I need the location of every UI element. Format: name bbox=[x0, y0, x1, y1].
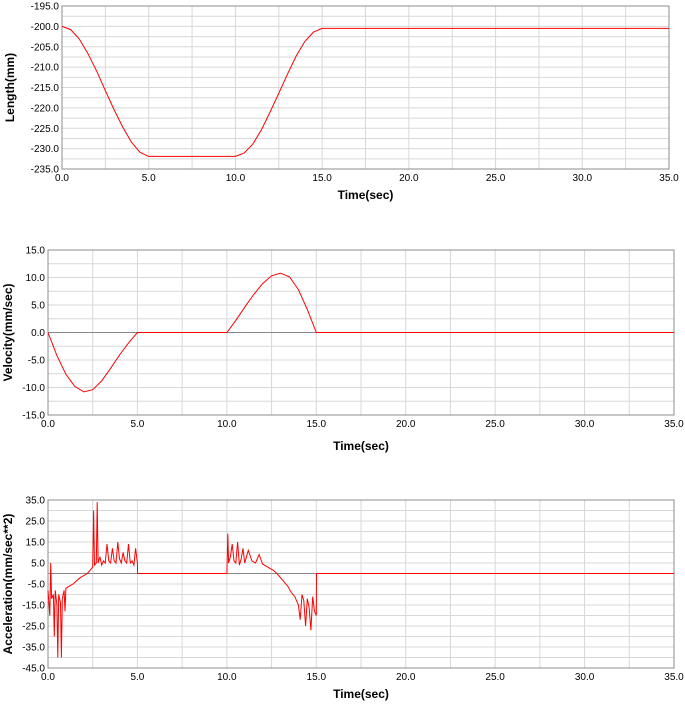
y-tick-label: -15.0 bbox=[22, 601, 45, 612]
x-tick-label: 25.0 bbox=[485, 672, 505, 683]
y-tick-label: -230.0 bbox=[31, 144, 60, 155]
y-tick-label: -220.0 bbox=[31, 103, 60, 114]
y-tick-label: -10.0 bbox=[22, 383, 45, 394]
y-axis-title: Acceleration(mm/sec**2) bbox=[1, 514, 15, 655]
x-tick-label: 5.0 bbox=[142, 173, 156, 184]
y-tick-label: -35.0 bbox=[22, 643, 45, 654]
y-tick-label: -205.0 bbox=[31, 42, 60, 53]
x-tick-label: 20.0 bbox=[396, 672, 416, 683]
x-axis-title: Time(sec) bbox=[338, 188, 394, 202]
x-tick-label: 30.0 bbox=[575, 672, 595, 683]
x-tick-label: 30.0 bbox=[575, 419, 595, 430]
y-tick-label: 5.0 bbox=[31, 559, 45, 570]
y-tick-label: -210.0 bbox=[31, 63, 60, 74]
y-tick-label: -195.0 bbox=[31, 2, 60, 13]
y-tick-label: -5.0 bbox=[28, 356, 46, 367]
y-tick-label: -225.0 bbox=[31, 124, 60, 135]
x-tick-label: 10.0 bbox=[217, 419, 237, 430]
y-tick-label: 15.0 bbox=[26, 246, 46, 257]
x-tick-label: 25.0 bbox=[486, 173, 506, 184]
x-tick-label: 25.0 bbox=[485, 419, 505, 430]
x-tick-label: 15.0 bbox=[307, 419, 327, 430]
x-tick-label: 0.0 bbox=[41, 672, 55, 683]
y-axis-title: Length(mm) bbox=[3, 53, 17, 122]
y-tick-label: -5.0 bbox=[28, 580, 46, 591]
y-tick-label: -25.0 bbox=[22, 622, 45, 633]
y-axis-title: Velocity(mm/sec) bbox=[1, 283, 15, 381]
velocity-chart: 0.0 5.0 10.0 15.0 20.0 25.0 30.0 35.0 15.0 10.0 5.… bbox=[1, 246, 684, 454]
y-tick-label: 5.0 bbox=[31, 301, 45, 312]
y-tick-label: 0.0 bbox=[31, 328, 45, 339]
x-tick-label: 35.0 bbox=[659, 173, 679, 184]
x-tick-label: 30.0 bbox=[573, 173, 593, 184]
series-line bbox=[47, 272, 674, 393]
x-tick-label: 20.0 bbox=[396, 419, 416, 430]
acceleration-chart: 0.0 5.0 10.0 15.0 20.0 25.0 30.0 35.0 35.0 25.0 15… bbox=[1, 496, 684, 702]
x-tick-label: 5.0 bbox=[130, 672, 144, 683]
plot-frame bbox=[47, 499, 675, 669]
y-tick-label: -215.0 bbox=[31, 83, 60, 94]
x-tick-label: 20.0 bbox=[399, 173, 419, 184]
y-tick-label: -235.0 bbox=[31, 165, 60, 176]
x-tick-label: 35.0 bbox=[664, 672, 684, 683]
x-tick-label: 35.0 bbox=[664, 419, 684, 430]
y-tick-label: 10.0 bbox=[26, 273, 46, 284]
x-tick-label: 10.0 bbox=[217, 672, 237, 683]
x-tick-label: 5.0 bbox=[130, 419, 144, 430]
plot-frame bbox=[61, 5, 670, 170]
x-tick-label: 10.0 bbox=[226, 173, 246, 184]
y-tick-label: -45.0 bbox=[22, 664, 45, 675]
x-axis-title: Time(sec) bbox=[333, 687, 389, 701]
x-tick-label: 15.0 bbox=[312, 173, 332, 184]
series-line bbox=[47, 502, 674, 658]
y-tick-label: 25.0 bbox=[26, 517, 46, 528]
x-tick-label: 0.0 bbox=[55, 173, 69, 184]
y-tick-label: -200.0 bbox=[31, 22, 60, 33]
series-line bbox=[61, 25, 669, 157]
y-tick-label: -15.0 bbox=[22, 411, 45, 422]
x-tick-label: 15.0 bbox=[307, 672, 327, 683]
y-tick-label: 35.0 bbox=[26, 496, 46, 507]
x-tick-label: 0.0 bbox=[41, 419, 55, 430]
length-chart: 0.0 5.0 10.0 15.0 20.0 25.0 30.0 35.0 -195.0 -200… bbox=[3, 2, 679, 203]
y-tick-label: 15.0 bbox=[26, 538, 46, 549]
x-axis-title: Time(sec) bbox=[333, 439, 389, 453]
